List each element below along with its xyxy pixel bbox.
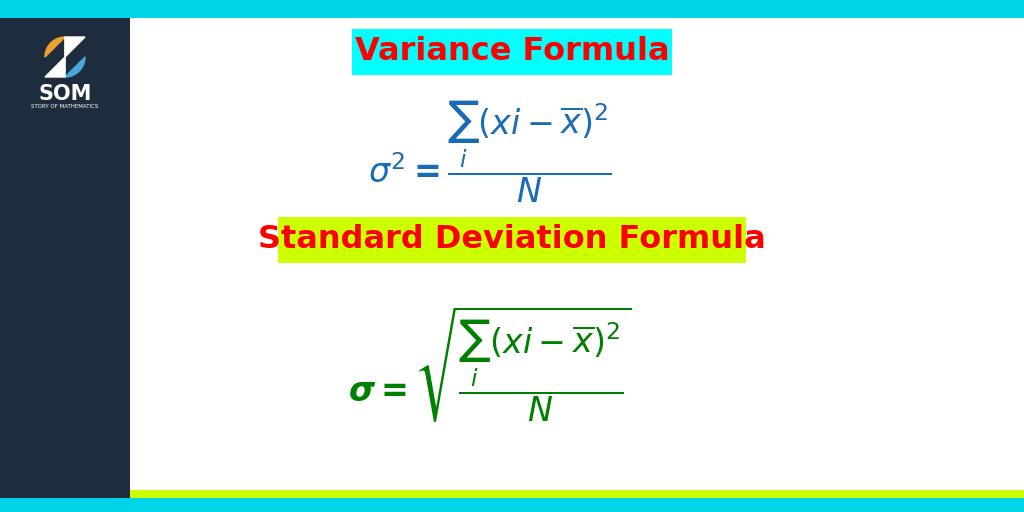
FancyBboxPatch shape bbox=[278, 217, 746, 263]
Text: Standard Deviation Formula: Standard Deviation Formula bbox=[258, 224, 766, 255]
FancyBboxPatch shape bbox=[0, 0, 130, 512]
Text: Variance Formula: Variance Formula bbox=[354, 36, 670, 68]
FancyBboxPatch shape bbox=[352, 29, 672, 75]
Polygon shape bbox=[65, 57, 85, 77]
Text: STORY OF MATHEMATICS: STORY OF MATHEMATICS bbox=[32, 104, 98, 110]
Polygon shape bbox=[65, 37, 85, 57]
FancyBboxPatch shape bbox=[0, 0, 1024, 18]
Text: SOM: SOM bbox=[38, 84, 92, 104]
Polygon shape bbox=[45, 37, 65, 57]
Text: $\boldsymbol{\sigma = \sqrt{\dfrac{\sum_i (xi - \overline{x})^2}{N}}}$: $\boldsymbol{\sigma = \sqrt{\dfrac{\sum_… bbox=[348, 304, 632, 424]
Polygon shape bbox=[45, 57, 65, 77]
FancyBboxPatch shape bbox=[0, 498, 1024, 512]
Text: $\boldsymbol{\sigma^2 = \dfrac{\sum_i (xi - \overline{x})^2}{N}}$: $\boldsymbol{\sigma^2 = \dfrac{\sum_i (x… bbox=[368, 99, 612, 205]
FancyBboxPatch shape bbox=[130, 490, 1024, 498]
